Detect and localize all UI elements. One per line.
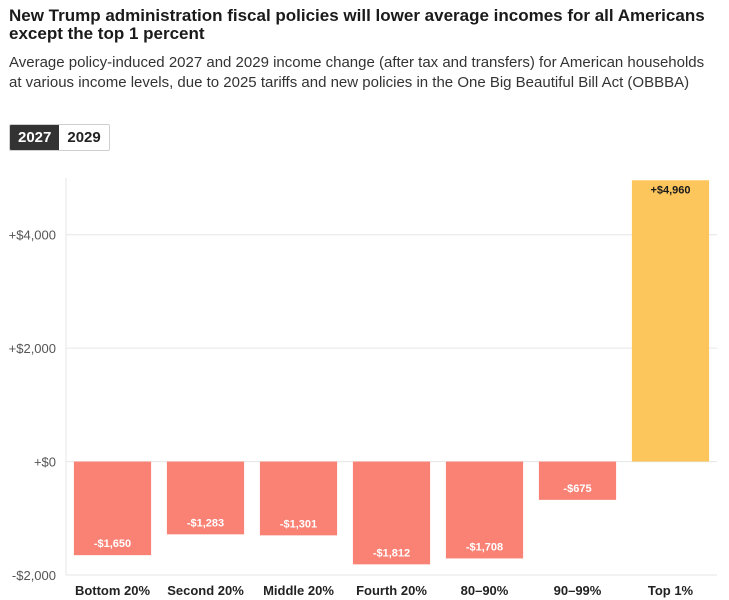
data-label: -$1,283 — [187, 517, 224, 529]
x-category-label: 90–99% — [554, 583, 602, 598]
chart-subtitle: Average policy-induced 2027 and 2029 inc… — [9, 54, 705, 91]
bar-chart: -$2,000 +$0 +$2,000 +$4,000 -$1,650 Bottom 20… — [9, 178, 717, 598]
data-label: -$1,708 — [466, 541, 503, 553]
tab-2027[interactable]: 2027 — [10, 125, 60, 150]
data-label: -$1,650 — [94, 538, 131, 550]
year-toggle: 2027 2029 — [9, 124, 110, 151]
x-category-label: Bottom 20% — [75, 583, 151, 598]
chart-title: New Trump administration fiscal policies… — [9, 6, 705, 43]
bar — [631, 180, 710, 462]
bar — [166, 461, 245, 535]
bar — [445, 461, 524, 559]
tab-2029[interactable]: 2029 — [59, 125, 109, 150]
bar — [352, 461, 431, 565]
x-category-label: 80–90% — [461, 583, 509, 598]
x-category-label: Second 20% — [167, 583, 244, 598]
data-label: -$675 — [563, 483, 591, 495]
bar — [538, 461, 617, 500]
x-category-label: Fourth 20% — [356, 583, 427, 598]
y-tick-label: -$2,000 — [12, 568, 56, 583]
bar — [73, 461, 152, 556]
y-tick-label: +$0 — [34, 455, 56, 470]
data-label: -$1,812 — [373, 547, 410, 559]
x-category-label: Middle 20% — [263, 583, 334, 598]
data-label: +$4,960 — [650, 184, 690, 196]
y-tick-label: +$2,000 — [9, 341, 56, 356]
data-label: -$1,301 — [280, 518, 317, 530]
bar — [259, 461, 338, 536]
x-category-label: Top 1% — [648, 583, 694, 598]
y-tick-label: +$4,000 — [9, 228, 56, 243]
